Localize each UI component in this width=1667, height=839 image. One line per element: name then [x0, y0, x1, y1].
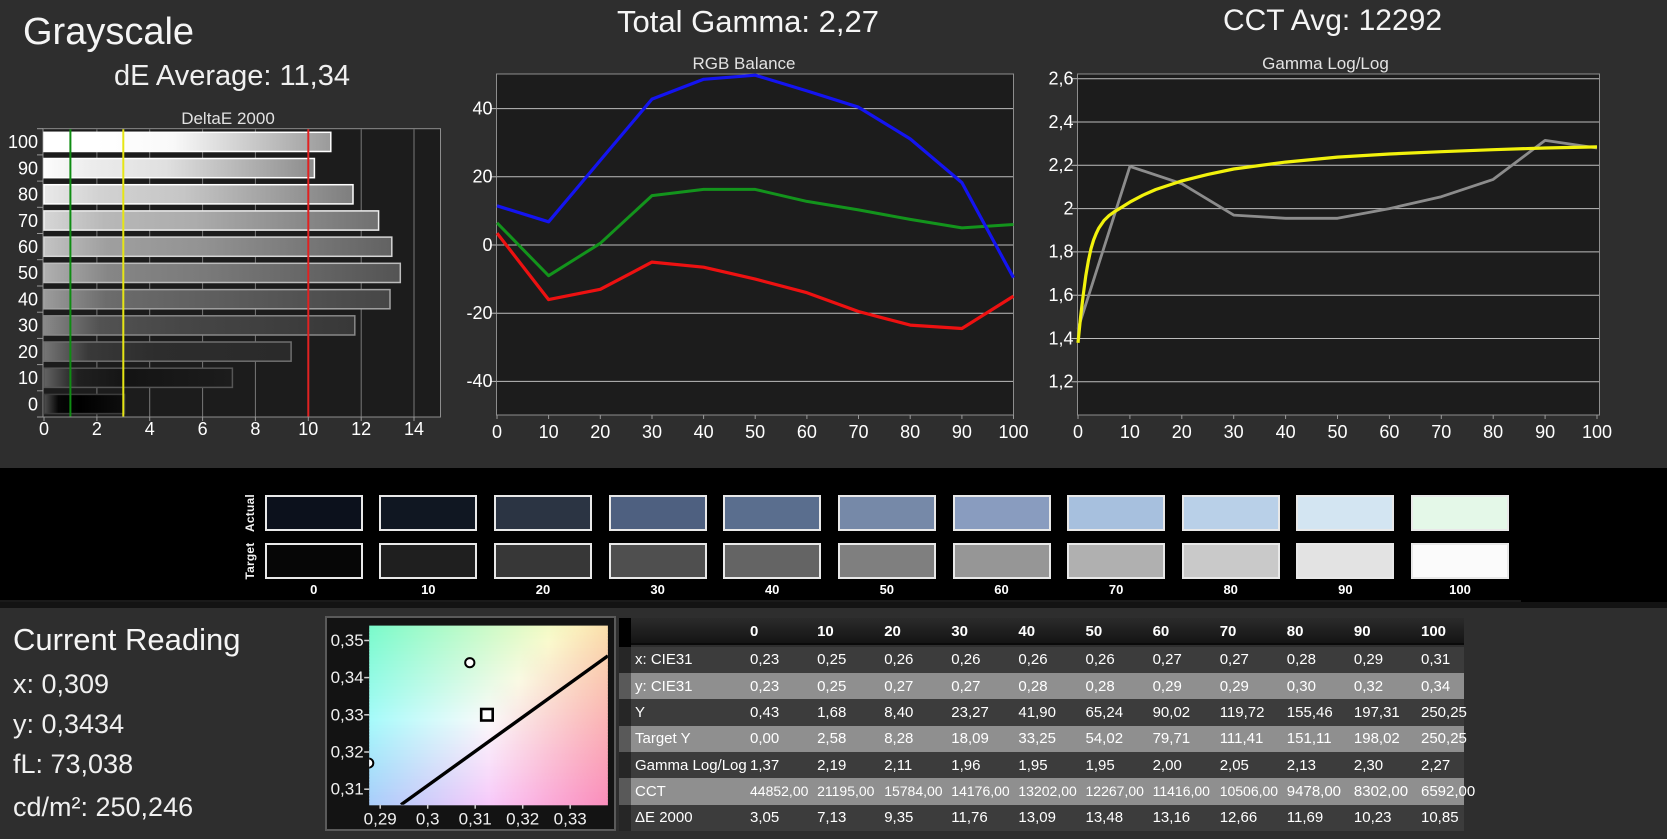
svg-text:50: 50	[1327, 422, 1347, 442]
svg-text:2,2: 2,2	[1048, 155, 1073, 175]
svg-text:20: 20	[18, 342, 38, 362]
svg-text:0,32: 0,32	[331, 742, 364, 761]
svg-text:90: 90	[18, 158, 38, 178]
svg-text:10: 10	[539, 422, 559, 442]
svg-text:0,32: 0,32	[506, 810, 539, 829]
svg-text:0,34: 0,34	[331, 668, 364, 687]
svg-text:0,31: 0,31	[459, 810, 492, 829]
svg-text:0: 0	[482, 235, 492, 255]
svg-text:70: 70	[18, 211, 38, 231]
svg-text:90: 90	[952, 422, 972, 442]
svg-text:80: 80	[900, 422, 920, 442]
svg-text:0,33: 0,33	[554, 810, 587, 829]
svg-text:4: 4	[145, 419, 155, 439]
svg-text:-20: -20	[466, 303, 492, 323]
svg-text:100: 100	[998, 422, 1028, 442]
svg-text:10: 10	[1120, 422, 1140, 442]
svg-text:90: 90	[1535, 422, 1555, 442]
svg-text:2,6: 2,6	[1048, 68, 1073, 88]
svg-text:1,6: 1,6	[1048, 285, 1073, 305]
svg-text:0: 0	[492, 422, 502, 442]
svg-text:1,4: 1,4	[1048, 328, 1073, 348]
svg-text:8: 8	[250, 419, 260, 439]
svg-text:70: 70	[848, 422, 868, 442]
svg-text:0: 0	[39, 419, 49, 439]
svg-text:0,29: 0,29	[364, 810, 397, 829]
svg-text:6: 6	[198, 419, 208, 439]
svg-text:0,35: 0,35	[331, 631, 364, 650]
svg-text:2: 2	[92, 419, 102, 439]
svg-text:0,3: 0,3	[416, 810, 440, 829]
svg-text:50: 50	[18, 263, 38, 283]
svg-text:40: 40	[472, 98, 492, 118]
svg-text:100: 100	[8, 132, 38, 152]
svg-text:30: 30	[1224, 422, 1244, 442]
svg-text:0: 0	[28, 394, 38, 414]
svg-text:60: 60	[18, 237, 38, 257]
svg-text:50: 50	[745, 422, 765, 442]
svg-text:70: 70	[1431, 422, 1451, 442]
svg-text:14: 14	[404, 419, 424, 439]
svg-text:100: 100	[1582, 422, 1612, 442]
svg-text:0: 0	[1073, 422, 1083, 442]
svg-text:40: 40	[18, 289, 38, 309]
svg-text:1,8: 1,8	[1048, 242, 1073, 262]
svg-text:80: 80	[1483, 422, 1503, 442]
svg-text:0,33: 0,33	[331, 705, 364, 724]
svg-text:12: 12	[351, 419, 371, 439]
svg-text:10: 10	[298, 419, 318, 439]
svg-text:2: 2	[1063, 198, 1073, 218]
svg-text:30: 30	[642, 422, 662, 442]
svg-text:80: 80	[18, 185, 38, 205]
svg-text:20: 20	[472, 167, 492, 187]
svg-text:1,2: 1,2	[1048, 372, 1073, 392]
svg-text:60: 60	[1379, 422, 1399, 442]
svg-text:10: 10	[18, 368, 38, 388]
svg-text:30: 30	[18, 316, 38, 336]
svg-text:20: 20	[1172, 422, 1192, 442]
svg-text:60: 60	[797, 422, 817, 442]
svg-text:40: 40	[1276, 422, 1296, 442]
svg-text:0,31: 0,31	[331, 780, 364, 799]
svg-text:20: 20	[590, 422, 610, 442]
svg-text:40: 40	[694, 422, 714, 442]
svg-text:-40: -40	[466, 371, 492, 391]
svg-text:2,4: 2,4	[1048, 112, 1073, 132]
